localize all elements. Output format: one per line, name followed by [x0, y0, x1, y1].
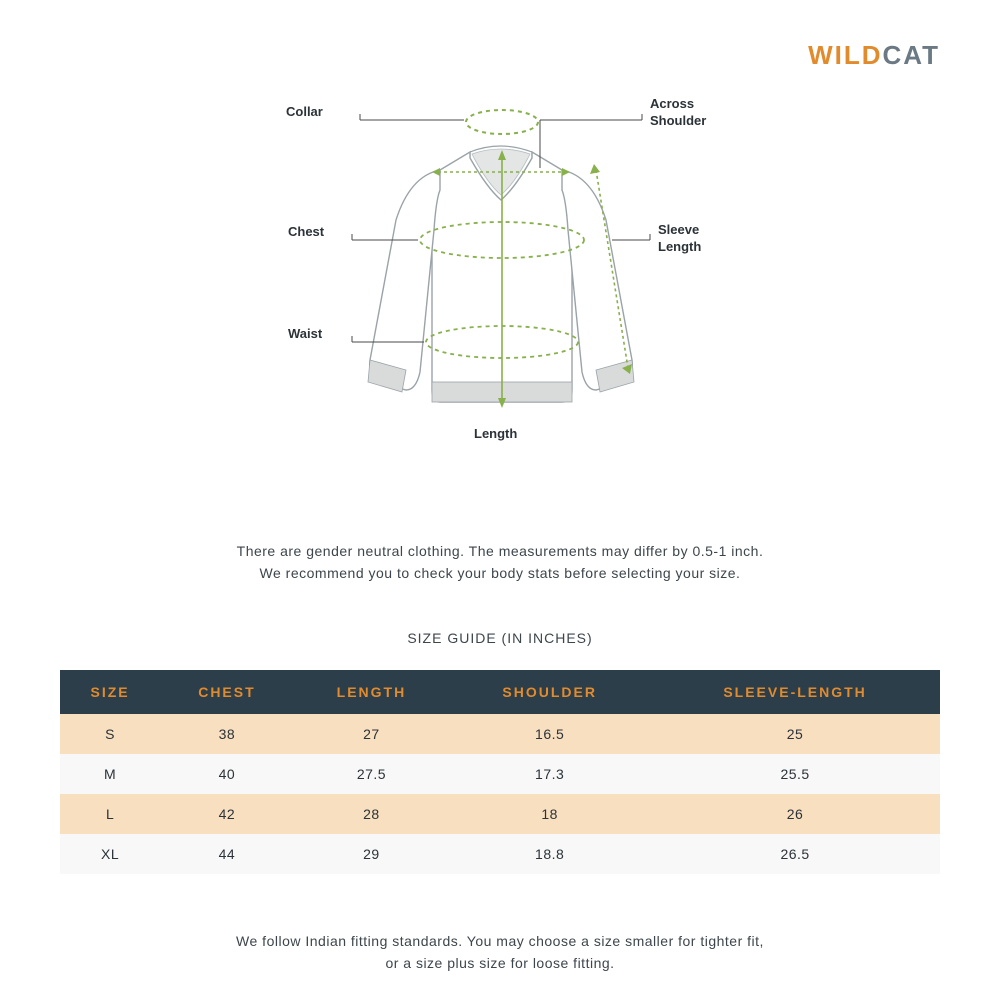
table-row: M 40 27.5 17.3 25.5 — [60, 754, 940, 794]
size-table: SIZE CHEST LENGTH SHOULDER SLEEVE-LENGTH… — [60, 670, 940, 874]
col-sleeve: SLEEVE-LENGTH — [650, 670, 940, 714]
col-length: LENGTH — [294, 670, 450, 714]
garment-diagram: Collar Across Shoulder Chest Sleeve Leng… — [240, 90, 760, 490]
footer-l2: or a size plus size for loose fitting. — [385, 955, 614, 971]
table-row: XL 44 29 18.8 26.5 — [60, 834, 940, 874]
col-shoulder: SHOULDER — [449, 670, 650, 714]
label-across-shoulder-l2: Shoulder — [650, 113, 706, 128]
table-title: SIZE GUIDE (IN INCHES) — [0, 630, 1000, 646]
label-sleeve-l2: Length — [658, 239, 701, 254]
footer-note: We follow Indian fitting standards. You … — [0, 930, 1000, 975]
label-length: Length — [474, 426, 517, 443]
disclaimer: There are gender neutral clothing. The m… — [0, 540, 1000, 585]
col-chest: CHEST — [160, 670, 294, 714]
brand-part2: CAT — [882, 40, 940, 70]
label-waist: Waist — [288, 326, 322, 343]
table-header-row: SIZE CHEST LENGTH SHOULDER SLEEVE-LENGTH — [60, 670, 940, 714]
label-collar: Collar — [286, 104, 323, 121]
table-row: S 38 27 16.5 25 — [60, 714, 940, 754]
footer-l1: We follow Indian fitting standards. You … — [236, 933, 764, 949]
brand-logo: WILDCAT — [808, 40, 940, 71]
col-size: SIZE — [60, 670, 160, 714]
disclaimer-l1: There are gender neutral clothing. The m… — [237, 543, 764, 559]
label-sleeve-l1: Sleeve — [658, 222, 699, 237]
label-chest: Chest — [288, 224, 324, 241]
table-row: L 42 28 18 26 — [60, 794, 940, 834]
label-across-shoulder-l1: Across — [650, 96, 694, 111]
disclaimer-l2: We recommend you to check your body stat… — [260, 565, 741, 581]
brand-part1: WILD — [808, 40, 882, 70]
